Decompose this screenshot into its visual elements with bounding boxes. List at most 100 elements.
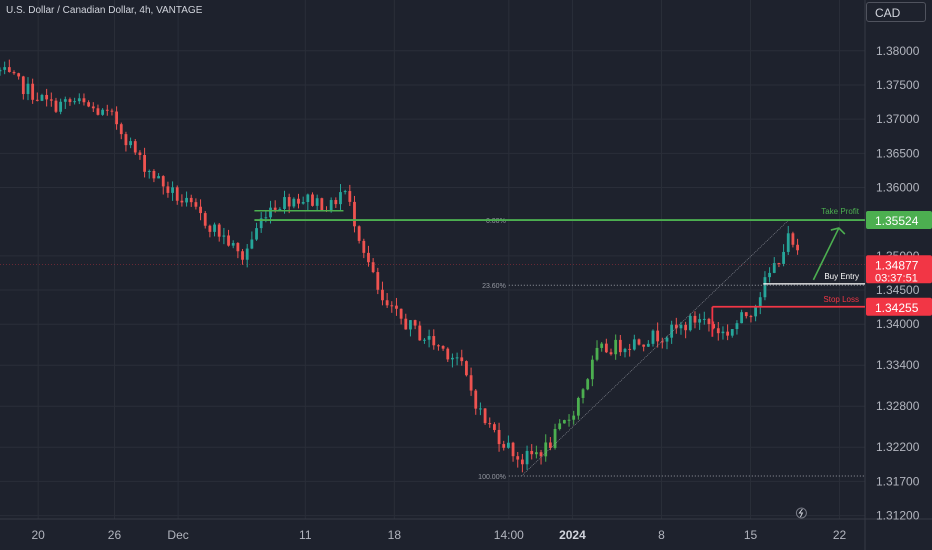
- candle-body: [786, 233, 790, 252]
- x-tick-label: 22: [833, 528, 847, 542]
- candle-body: [544, 442, 548, 457]
- candle-body: [525, 450, 529, 465]
- candle-body: [367, 252, 370, 263]
- candle-body: [604, 343, 608, 353]
- candle-body: [558, 423, 562, 429]
- candle-body: [278, 208, 282, 210]
- candle-body: [59, 101, 63, 112]
- candle-body: [315, 198, 319, 206]
- candle-body: [497, 429, 501, 445]
- candle-body: [688, 315, 692, 331]
- candle-body: [777, 263, 781, 265]
- y-tick-label: 1.36000: [876, 181, 920, 195]
- candle-body: [469, 375, 473, 391]
- candle-body: [660, 341, 664, 343]
- candle-body: [651, 330, 655, 344]
- candle-body: [362, 240, 366, 253]
- candle-body: [632, 339, 636, 350]
- projection-arrow-head: [830, 227, 846, 235]
- candle-body: [12, 72, 16, 74]
- candle-body: [395, 305, 398, 309]
- current-price-badge-value: 1.34877: [875, 258, 919, 272]
- candle-body: [479, 408, 482, 410]
- candle-body: [740, 312, 744, 324]
- candle-body: [21, 76, 25, 95]
- candle-body: [301, 202, 305, 204]
- candle-body: [712, 324, 716, 329]
- currency-selector[interactable]: CAD: [866, 2, 926, 22]
- candle-body: [735, 323, 739, 330]
- candle-body: [343, 191, 347, 193]
- candle-body: [175, 187, 179, 201]
- y-tick-label: 1.38000: [876, 44, 920, 58]
- candle-body: [618, 339, 622, 353]
- candle-body: [199, 206, 202, 214]
- fib-trend-line: [521, 219, 789, 477]
- x-tick-label: 2024: [559, 528, 586, 542]
- candle-body: [637, 339, 641, 345]
- stop-loss-badge-value: 1.34255: [875, 301, 919, 315]
- candle-body: [441, 345, 445, 349]
- candle-body: [208, 225, 212, 232]
- candle-body: [306, 194, 310, 203]
- candle-body: [698, 319, 702, 323]
- candle-body: [17, 73, 21, 77]
- x-tick-label: 18: [388, 528, 402, 542]
- current-price-badge-countdown: 03:37:51: [875, 272, 918, 284]
- candle-body: [147, 170, 151, 172]
- candle-body: [217, 224, 221, 237]
- candle-body: [115, 111, 119, 125]
- candle-body: [353, 201, 356, 227]
- candle-body: [236, 243, 240, 252]
- candle-body: [502, 444, 506, 448]
- candle-body: [474, 390, 478, 409]
- candle-body: [96, 108, 100, 115]
- candle-body: [87, 102, 91, 107]
- candle-body: [665, 337, 669, 342]
- y-tick-label: 1.37000: [876, 112, 920, 126]
- candle-body: [213, 224, 216, 232]
- candle-body: [222, 235, 226, 237]
- candle-body: [0, 69, 2, 72]
- candle-body: [273, 207, 277, 210]
- candle-body: [31, 83, 35, 100]
- x-tick-label: Dec: [167, 528, 188, 542]
- candle-body: [576, 397, 580, 416]
- candle-body: [409, 320, 412, 330]
- stop-loss-badge-bg: [866, 297, 932, 316]
- candle-body: [255, 228, 258, 240]
- candle-body: [157, 176, 160, 179]
- candle-body: [49, 99, 53, 101]
- candle-body: [3, 67, 7, 70]
- candle-body: [493, 424, 496, 430]
- y-tick-label: 1.36500: [876, 146, 920, 160]
- candle-body: [553, 428, 557, 448]
- candle-body: [530, 450, 534, 455]
- symbol-title[interactable]: U.S. Dollar / Canadian Dollar, 4h, VANTA…: [6, 5, 203, 16]
- candle-body: [586, 379, 590, 390]
- candle-body: [590, 359, 594, 380]
- candle-body: [595, 347, 599, 360]
- candle-body: [283, 197, 286, 209]
- y-tick-label: 1.32800: [876, 399, 920, 413]
- candle-body: [82, 98, 86, 103]
- candle-body: [684, 324, 688, 331]
- candle-body: [791, 233, 795, 245]
- y-tick-label: 1.33400: [876, 358, 920, 372]
- candle-body: [189, 197, 193, 203]
- candle-body: [133, 141, 137, 153]
- candle-body: [161, 176, 165, 187]
- y-tick-label: 1.34000: [876, 317, 920, 331]
- candle-body: [455, 357, 459, 359]
- candle-body: [40, 94, 44, 101]
- candle-body: [329, 200, 333, 212]
- candle-body: [45, 94, 49, 100]
- candle-body: [292, 198, 296, 207]
- fib-level-label: 100.00%: [478, 474, 506, 481]
- candle-body: [721, 331, 725, 334]
- fib-level-label: 23.60%: [482, 283, 506, 290]
- candle-body: [754, 306, 758, 317]
- candle-body: [245, 248, 249, 260]
